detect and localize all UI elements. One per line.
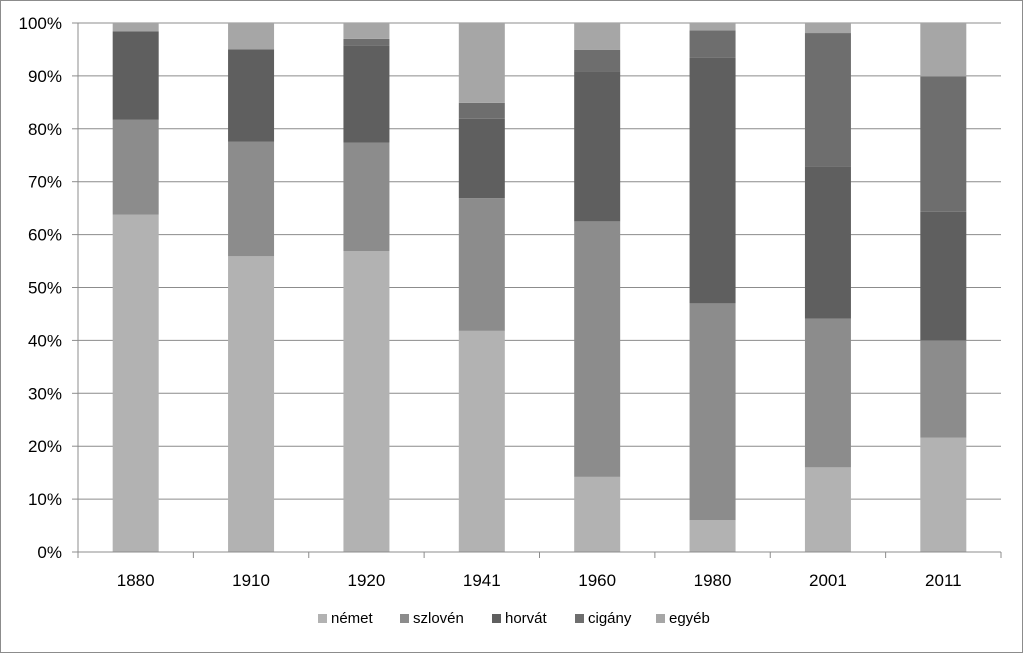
legend-label: egyéb bbox=[669, 610, 710, 627]
legend: német szlovén horvát cigány egyéb bbox=[318, 610, 710, 627]
bar-segment-2001-0 bbox=[804, 467, 851, 552]
bar-segment-2001-2 bbox=[804, 166, 851, 319]
y-tick-label: 70% bbox=[28, 173, 62, 192]
bar-segment-1920-1 bbox=[343, 142, 390, 251]
x-tick-label: 1980 bbox=[694, 571, 732, 590]
y-tick-label: 40% bbox=[28, 331, 62, 350]
x-tick-label: 1920 bbox=[348, 571, 386, 590]
y-tick-labels: 0% 10% 20% 30% 40% 50% 60% 70% 80% 90% 100% bbox=[19, 14, 62, 562]
bar-segment-1960-2 bbox=[574, 71, 621, 222]
bar-segment-1880-4 bbox=[112, 23, 159, 32]
bar-segment-1910-4 bbox=[228, 23, 275, 50]
bar-segment-2011-0 bbox=[920, 437, 967, 552]
bar-segment-1980-0 bbox=[689, 520, 736, 552]
bar-segment-1980-2 bbox=[689, 57, 736, 304]
bar-segment-2011-2 bbox=[920, 211, 967, 341]
axes bbox=[77, 23, 1002, 558]
y-tick-label: 80% bbox=[28, 120, 62, 139]
bar-segment-1920-2 bbox=[343, 45, 390, 143]
bar-segment-1960-1 bbox=[574, 221, 621, 477]
bar-segment-1920-3 bbox=[343, 38, 390, 46]
bar-segment-1880-0 bbox=[112, 214, 159, 553]
bar-segment-1941-2 bbox=[458, 118, 505, 199]
bar-segment-1960-4 bbox=[574, 23, 621, 50]
bar-segment-1980-3 bbox=[689, 30, 736, 58]
x-tick-label: 1960 bbox=[578, 571, 616, 590]
legend-swatch bbox=[656, 614, 665, 623]
legend-swatch bbox=[400, 614, 409, 623]
gridlines bbox=[72, 22, 1001, 553]
bar-segment-1880-1 bbox=[112, 119, 159, 215]
bar-segment-2001-3 bbox=[804, 33, 851, 167]
legend-label: cigány bbox=[588, 610, 632, 627]
y-tick-label: 100% bbox=[19, 14, 62, 33]
y-tick-label: 60% bbox=[28, 226, 62, 245]
bar-segment-1941-0 bbox=[458, 330, 505, 552]
bar-segment-1941-4 bbox=[458, 23, 505, 103]
bar-segment-1920-0 bbox=[343, 250, 390, 552]
bar-segment-1910-0 bbox=[228, 256, 275, 552]
bar-segment-1941-1 bbox=[458, 198, 505, 331]
x-tick-label: 2011 bbox=[925, 571, 962, 590]
legend-label: szlovén bbox=[413, 610, 464, 627]
y-tick-label: 30% bbox=[28, 384, 62, 403]
bar-segment-2011-1 bbox=[920, 340, 967, 438]
bar-segment-2011-3 bbox=[920, 76, 967, 212]
x-tick-label: 2001 bbox=[809, 571, 847, 590]
x-tick-label: 1910 bbox=[232, 571, 270, 590]
y-tick-label: 20% bbox=[28, 437, 62, 456]
y-tick-label: 90% bbox=[28, 67, 62, 86]
y-tick-label: 50% bbox=[28, 279, 62, 298]
bar-segment-1980-4 bbox=[689, 23, 736, 31]
x-tick-label: 1880 bbox=[117, 571, 155, 590]
bar-segment-1960-0 bbox=[574, 476, 621, 552]
bar-segment-2001-4 bbox=[804, 23, 851, 34]
y-tick-label: 0% bbox=[37, 543, 62, 562]
bar-segment-1941-3 bbox=[458, 102, 505, 119]
y-tick-label: 10% bbox=[28, 490, 62, 509]
bar-segment-1880-2 bbox=[112, 31, 159, 120]
bar-segment-1920-4 bbox=[343, 23, 390, 39]
legend-swatch bbox=[575, 614, 584, 623]
bar-segment-2001-1 bbox=[804, 318, 851, 468]
legend-swatch bbox=[318, 614, 327, 623]
bar-segment-1960-3 bbox=[574, 49, 621, 72]
bar-segment-2011-4 bbox=[920, 23, 967, 77]
bar-segment-1980-1 bbox=[689, 303, 736, 521]
legend-label: német bbox=[331, 610, 374, 627]
legend-swatch bbox=[492, 614, 501, 623]
bar-segment-1910-1 bbox=[228, 141, 275, 257]
bar-segment-1910-2 bbox=[228, 49, 275, 142]
x-tick-labels: 1880 1910 1920 1941 1960 1980 2001 2011 bbox=[117, 571, 962, 590]
x-tick-label: 1941 bbox=[463, 571, 501, 590]
legend-label: horvát bbox=[505, 610, 548, 627]
bars bbox=[112, 23, 967, 553]
